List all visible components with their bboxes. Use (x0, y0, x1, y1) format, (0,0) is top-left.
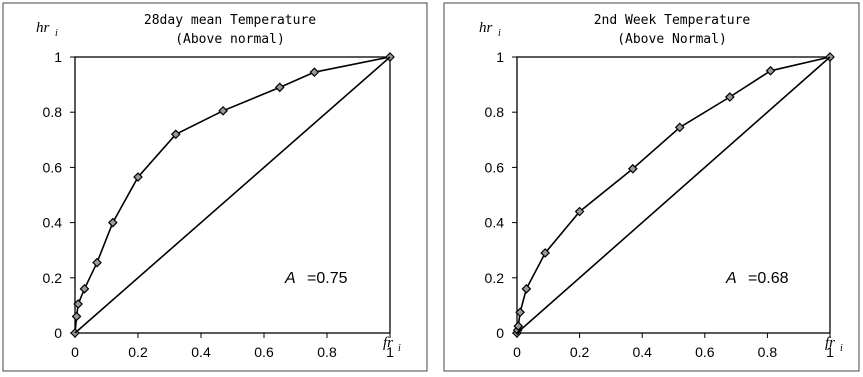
roc-data-point (133, 172, 143, 182)
y-tick-label: 0.2 (485, 270, 505, 286)
plot-area (516, 56, 831, 334)
y-tick-label: 0.8 (485, 104, 505, 120)
y-tick-label: 0.4 (485, 215, 505, 231)
roc-data-point (521, 283, 532, 294)
area-value: =0.68 (748, 270, 789, 287)
roc-data-point (170, 129, 181, 140)
area-symbol: A (284, 270, 296, 287)
roc-data-point (627, 163, 638, 174)
x-tick-label: 0.6 (254, 344, 274, 360)
y-tick-label: 0 (496, 325, 504, 341)
x-tick-label: 0.4 (191, 344, 211, 360)
chart-title: 28day mean Temperature (144, 13, 316, 28)
area-symbol: A (725, 270, 737, 287)
reference-diagonal-line (74, 56, 391, 334)
area-value: =0.75 (307, 270, 348, 287)
roc-data-point (79, 283, 90, 294)
roc-data-point (218, 105, 228, 116)
roc-data-point (724, 92, 735, 102)
y-tick-label: 0.6 (485, 159, 505, 175)
y-axis-label-subscript: i (55, 28, 58, 39)
roc-data-point (574, 206, 585, 217)
x-axis-label-subscript: i (398, 343, 401, 354)
x-tick-label: 0.2 (570, 344, 590, 360)
x-tick-label: 1 (826, 344, 834, 360)
y-axis-label-subscript: i (498, 28, 501, 39)
x-tick-label: 0 (513, 344, 521, 360)
y-tick-label: 1 (54, 49, 62, 65)
x-tick-label: 0.6 (695, 344, 715, 360)
roc-data-point (540, 248, 551, 258)
y-tick-label: 0.8 (43, 104, 63, 120)
chart-svg-28day: 28day mean Temperature(Above normal)hr if… (2, 2, 428, 372)
y-axis-label: hr (479, 20, 493, 36)
x-tick-label: 0.8 (317, 344, 337, 360)
chart-subtitle: (Above Normal) (617, 32, 727, 47)
roc-data-point (73, 299, 83, 309)
reference-diagonal-line (516, 56, 831, 334)
y-axis-label: hr (36, 20, 50, 36)
roc-data-point (71, 311, 82, 322)
x-tick-label: 1 (386, 344, 394, 360)
y-tick-label: 0 (54, 325, 62, 341)
roc-data-point (765, 65, 776, 76)
x-tick-label: 0 (71, 344, 79, 360)
x-axis-label-subscript: i (840, 343, 843, 354)
roc-data-point (107, 217, 118, 228)
x-axis-label: fr (383, 335, 393, 351)
roc-data-point (513, 321, 524, 331)
roc-data-point (274, 82, 285, 93)
x-axis-label: fr (825, 335, 835, 351)
roc-data-point (674, 122, 685, 133)
roc-data-point (309, 67, 320, 78)
roc-data-point (92, 257, 102, 268)
plot-area (74, 56, 391, 334)
y-tick-label: 0.2 (43, 270, 63, 286)
chart-panel-28day: 28day mean Temperature (Above normal) hr i f… (2, 2, 428, 372)
chart-panel-2nd-week: 2nd Week Temperature (Above Normal) hr i fr i… (441, 0, 863, 377)
chart-title: 2nd Week Temperature (594, 13, 751, 28)
chart-frame (443, 2, 860, 372)
y-tick-label: 0.6 (43, 159, 63, 175)
chart-subtitle: (Above normal) (175, 32, 285, 47)
x-tick-label: 0.8 (758, 344, 778, 360)
x-tick-label: 0.4 (632, 344, 652, 360)
roc-data-point (515, 307, 525, 318)
chart-frame (2, 2, 428, 372)
y-tick-label: 0.4 (43, 215, 63, 231)
chart-svg-2nd-week: 2nd Week Temperature(Above Normal)hr ifr i… (443, 2, 860, 372)
x-tick-label: 0.2 (128, 344, 148, 360)
y-tick-label: 1 (496, 49, 504, 65)
